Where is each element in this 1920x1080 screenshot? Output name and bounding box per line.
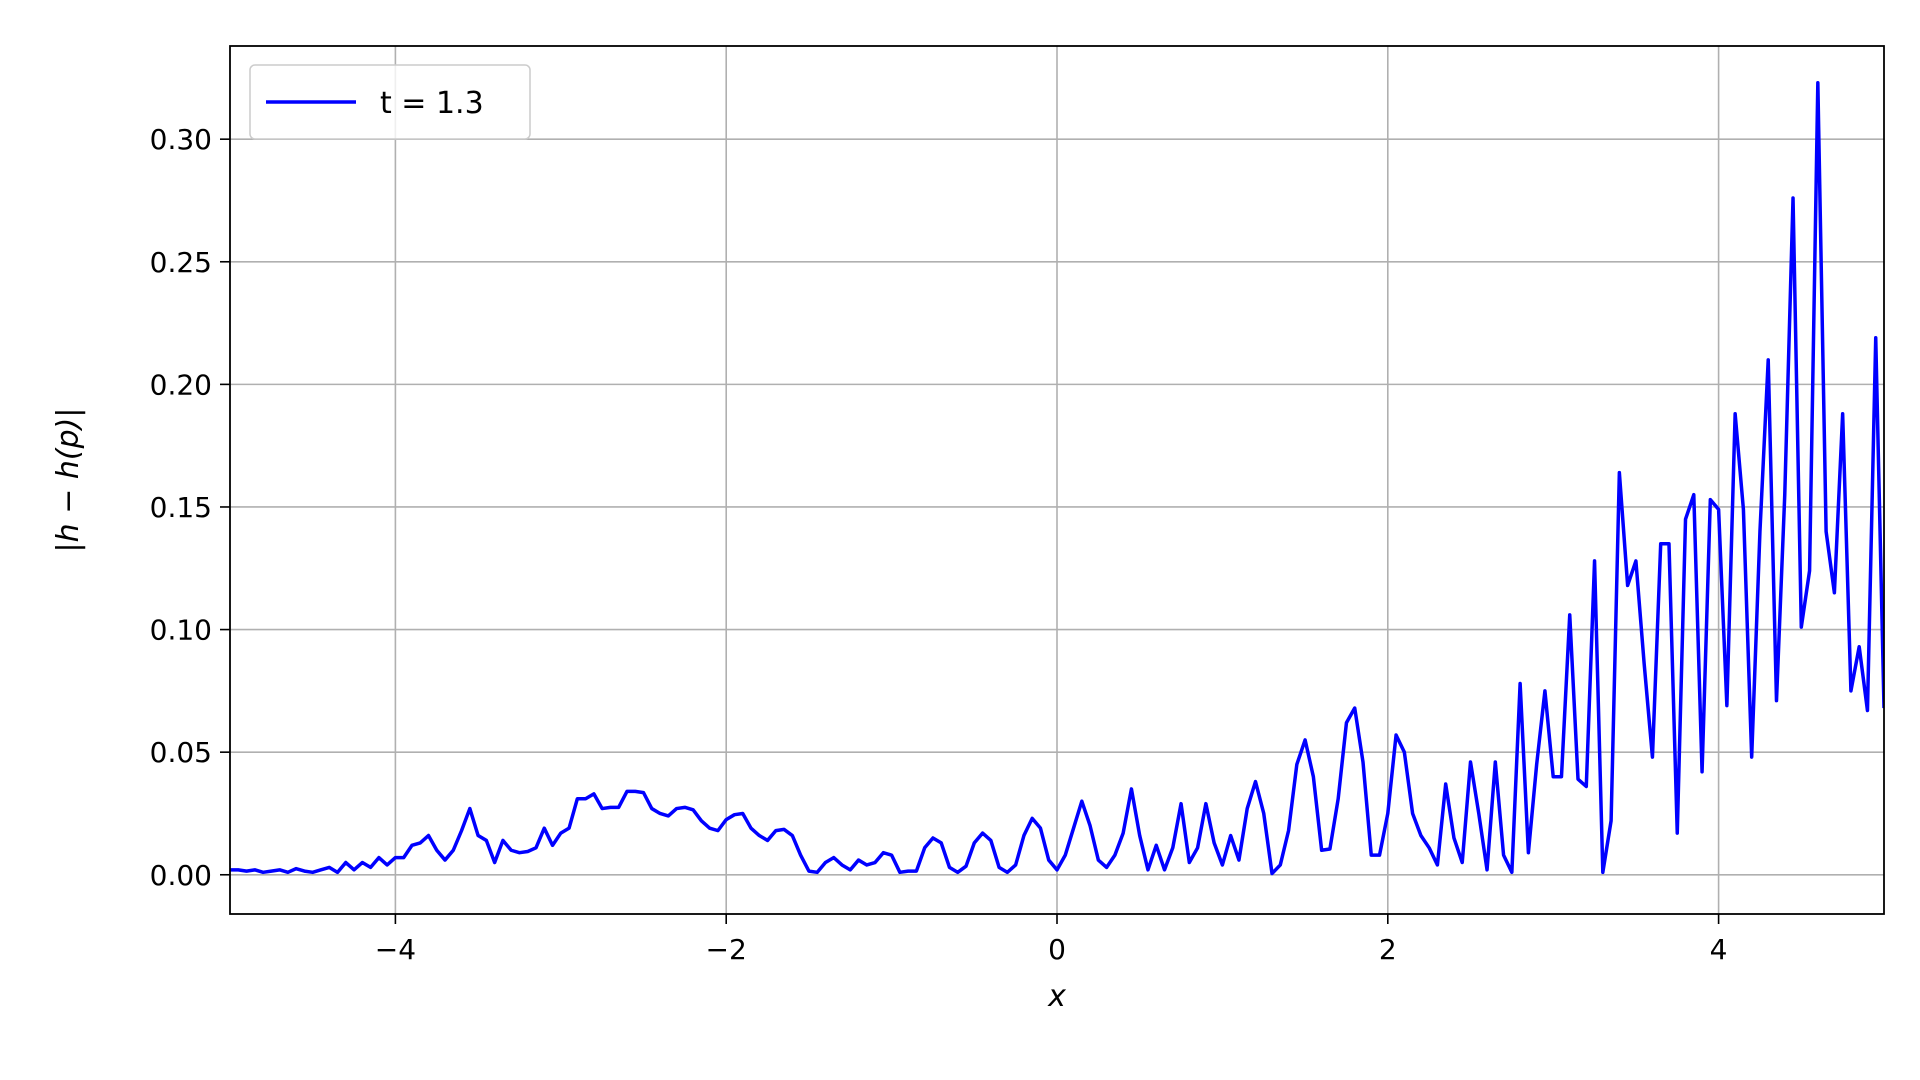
y-tick-label: 0.05 <box>150 736 212 769</box>
series-layer <box>230 81 1884 876</box>
x-tick-label: 0 <box>1048 933 1066 966</box>
y-axis-label: |h − h(p)| <box>51 408 86 553</box>
series-line <box>230 81 1884 876</box>
legend-box <box>249 64 531 140</box>
y-tick-label: 0.15 <box>150 491 212 524</box>
y-tick-label: 0.20 <box>150 368 212 401</box>
x-tick-label: −4 <box>375 933 416 966</box>
y-tick-label: 0.30 <box>150 123 212 156</box>
ticks: −4 −2 0 2 4 0.00 0.05 0.10 0.15 0.20 0.25 0.30 <box>150 123 1728 966</box>
y-tick-label: 0.10 <box>150 614 212 647</box>
legend-label: t = 1.3 <box>380 86 484 121</box>
x-axis-label: x <box>1047 979 1066 1014</box>
x-tick-label: −2 <box>706 933 747 966</box>
x-tick-label: 2 <box>1379 933 1397 966</box>
x-tick-label: 4 <box>1710 933 1728 966</box>
y-tick-label: 0.25 <box>150 246 212 279</box>
legend: t = 1.3 <box>249 64 531 140</box>
y-tick-label: 0.00 <box>150 859 212 892</box>
